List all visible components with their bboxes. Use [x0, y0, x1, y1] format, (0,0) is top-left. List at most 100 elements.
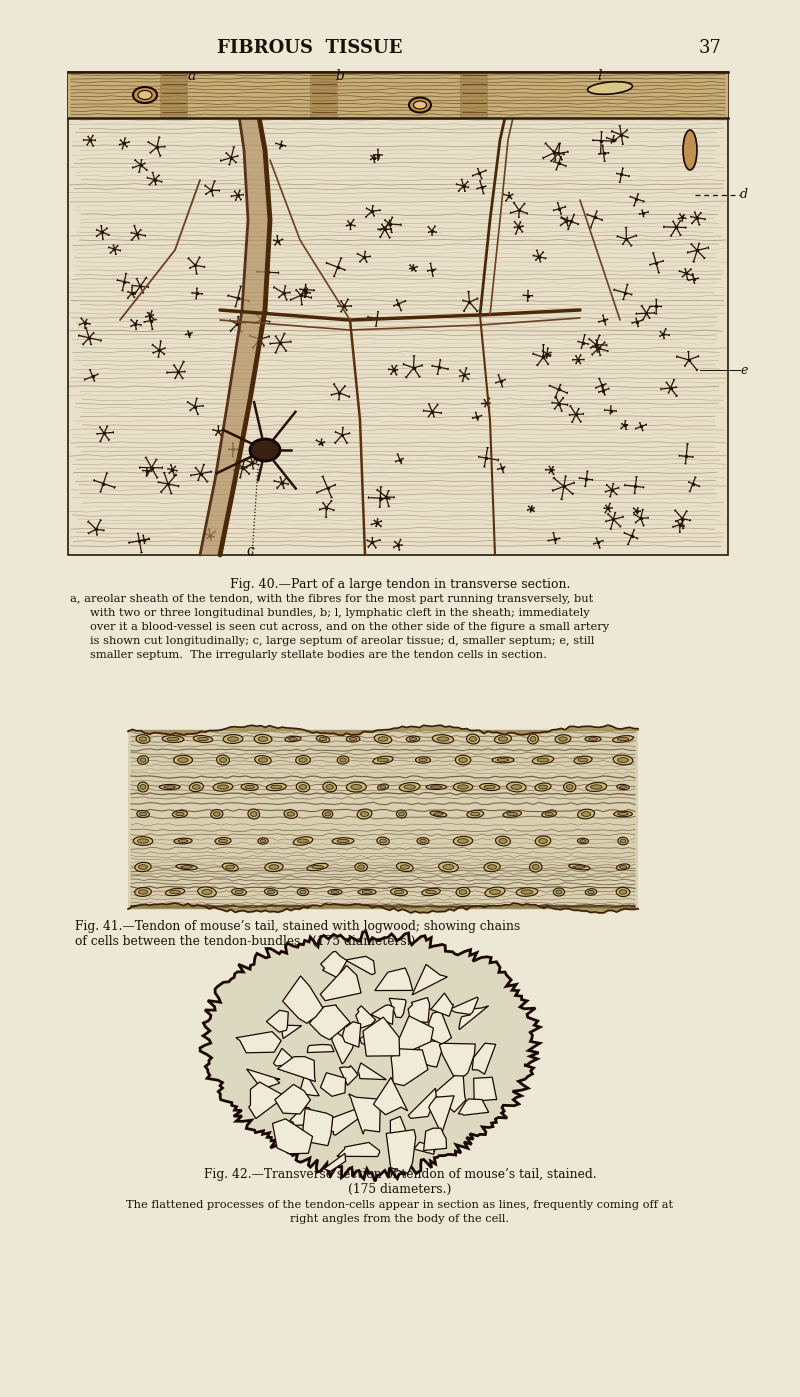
Ellipse shape: [516, 887, 538, 897]
Ellipse shape: [218, 785, 229, 789]
Polygon shape: [273, 1119, 313, 1154]
Polygon shape: [458, 1099, 489, 1115]
Ellipse shape: [162, 735, 184, 742]
Ellipse shape: [683, 130, 697, 170]
Ellipse shape: [556, 890, 562, 894]
Ellipse shape: [296, 756, 310, 764]
Ellipse shape: [466, 733, 479, 745]
Ellipse shape: [419, 759, 427, 761]
Ellipse shape: [415, 757, 430, 763]
Ellipse shape: [582, 812, 590, 816]
Ellipse shape: [487, 865, 497, 869]
Polygon shape: [330, 1109, 363, 1136]
Text: e: e: [740, 363, 747, 377]
Ellipse shape: [135, 862, 151, 872]
Bar: [310, 73, 338, 117]
Ellipse shape: [138, 838, 149, 844]
Text: The flattened processes of the tendon-cells appear in section as lines, frequent: The flattened processes of the tendon-ce…: [126, 1200, 674, 1210]
Ellipse shape: [542, 810, 557, 817]
Ellipse shape: [265, 862, 283, 872]
Ellipse shape: [138, 91, 152, 99]
Ellipse shape: [618, 757, 629, 763]
Polygon shape: [391, 1049, 428, 1085]
Polygon shape: [374, 1077, 408, 1115]
Ellipse shape: [357, 809, 372, 819]
Ellipse shape: [312, 865, 323, 869]
Ellipse shape: [133, 87, 157, 103]
Polygon shape: [310, 1004, 350, 1039]
Ellipse shape: [139, 812, 146, 816]
Ellipse shape: [454, 782, 473, 791]
Ellipse shape: [226, 865, 234, 869]
Ellipse shape: [614, 812, 632, 817]
Ellipse shape: [585, 736, 601, 742]
Ellipse shape: [202, 890, 212, 894]
Polygon shape: [337, 1143, 380, 1157]
Ellipse shape: [467, 810, 484, 817]
Ellipse shape: [434, 813, 443, 816]
Ellipse shape: [613, 756, 633, 766]
Polygon shape: [450, 997, 478, 1014]
Ellipse shape: [140, 757, 146, 763]
Ellipse shape: [588, 890, 594, 894]
Ellipse shape: [563, 782, 576, 792]
Ellipse shape: [390, 888, 407, 895]
Ellipse shape: [586, 782, 606, 792]
Ellipse shape: [379, 840, 386, 842]
Ellipse shape: [498, 736, 508, 742]
Ellipse shape: [285, 736, 301, 742]
Polygon shape: [282, 977, 323, 1024]
Ellipse shape: [227, 736, 238, 742]
Polygon shape: [342, 1021, 361, 1048]
Ellipse shape: [503, 810, 522, 817]
Ellipse shape: [617, 784, 630, 789]
Polygon shape: [266, 1010, 288, 1032]
Ellipse shape: [138, 756, 149, 764]
Ellipse shape: [331, 891, 339, 893]
Polygon shape: [303, 1108, 333, 1146]
Ellipse shape: [538, 838, 547, 844]
Ellipse shape: [346, 782, 366, 792]
Ellipse shape: [137, 810, 150, 817]
Ellipse shape: [293, 837, 313, 845]
Ellipse shape: [406, 736, 420, 742]
Ellipse shape: [265, 888, 278, 895]
Ellipse shape: [537, 759, 549, 761]
Ellipse shape: [456, 887, 470, 897]
Polygon shape: [274, 1084, 310, 1113]
Ellipse shape: [394, 890, 404, 894]
Ellipse shape: [426, 785, 446, 789]
Ellipse shape: [492, 757, 514, 763]
Ellipse shape: [266, 784, 286, 791]
Text: a: a: [188, 68, 196, 82]
Ellipse shape: [619, 866, 626, 869]
Ellipse shape: [140, 785, 146, 789]
Ellipse shape: [223, 735, 243, 743]
Polygon shape: [363, 1017, 399, 1056]
Polygon shape: [307, 1045, 334, 1052]
Ellipse shape: [269, 865, 279, 869]
Ellipse shape: [198, 887, 216, 897]
Polygon shape: [332, 1032, 354, 1065]
Ellipse shape: [484, 785, 495, 789]
Polygon shape: [430, 993, 454, 1016]
Ellipse shape: [167, 738, 179, 740]
Ellipse shape: [138, 865, 147, 869]
Ellipse shape: [530, 736, 536, 742]
Ellipse shape: [438, 862, 458, 872]
Text: Fig. 41.—Tendon of mouse’s tail, stained with logwood; showing chains: Fig. 41.—Tendon of mouse’s tail, stained…: [75, 921, 520, 933]
Polygon shape: [386, 1130, 416, 1173]
Ellipse shape: [398, 812, 404, 816]
Ellipse shape: [458, 757, 467, 763]
Ellipse shape: [587, 81, 633, 94]
Ellipse shape: [219, 757, 226, 763]
Ellipse shape: [535, 835, 550, 847]
Ellipse shape: [619, 890, 626, 894]
Polygon shape: [360, 1037, 382, 1053]
Ellipse shape: [164, 785, 175, 788]
Polygon shape: [474, 1077, 497, 1105]
Ellipse shape: [530, 862, 542, 872]
Polygon shape: [358, 1063, 386, 1080]
Ellipse shape: [420, 840, 426, 842]
Polygon shape: [249, 1083, 286, 1119]
